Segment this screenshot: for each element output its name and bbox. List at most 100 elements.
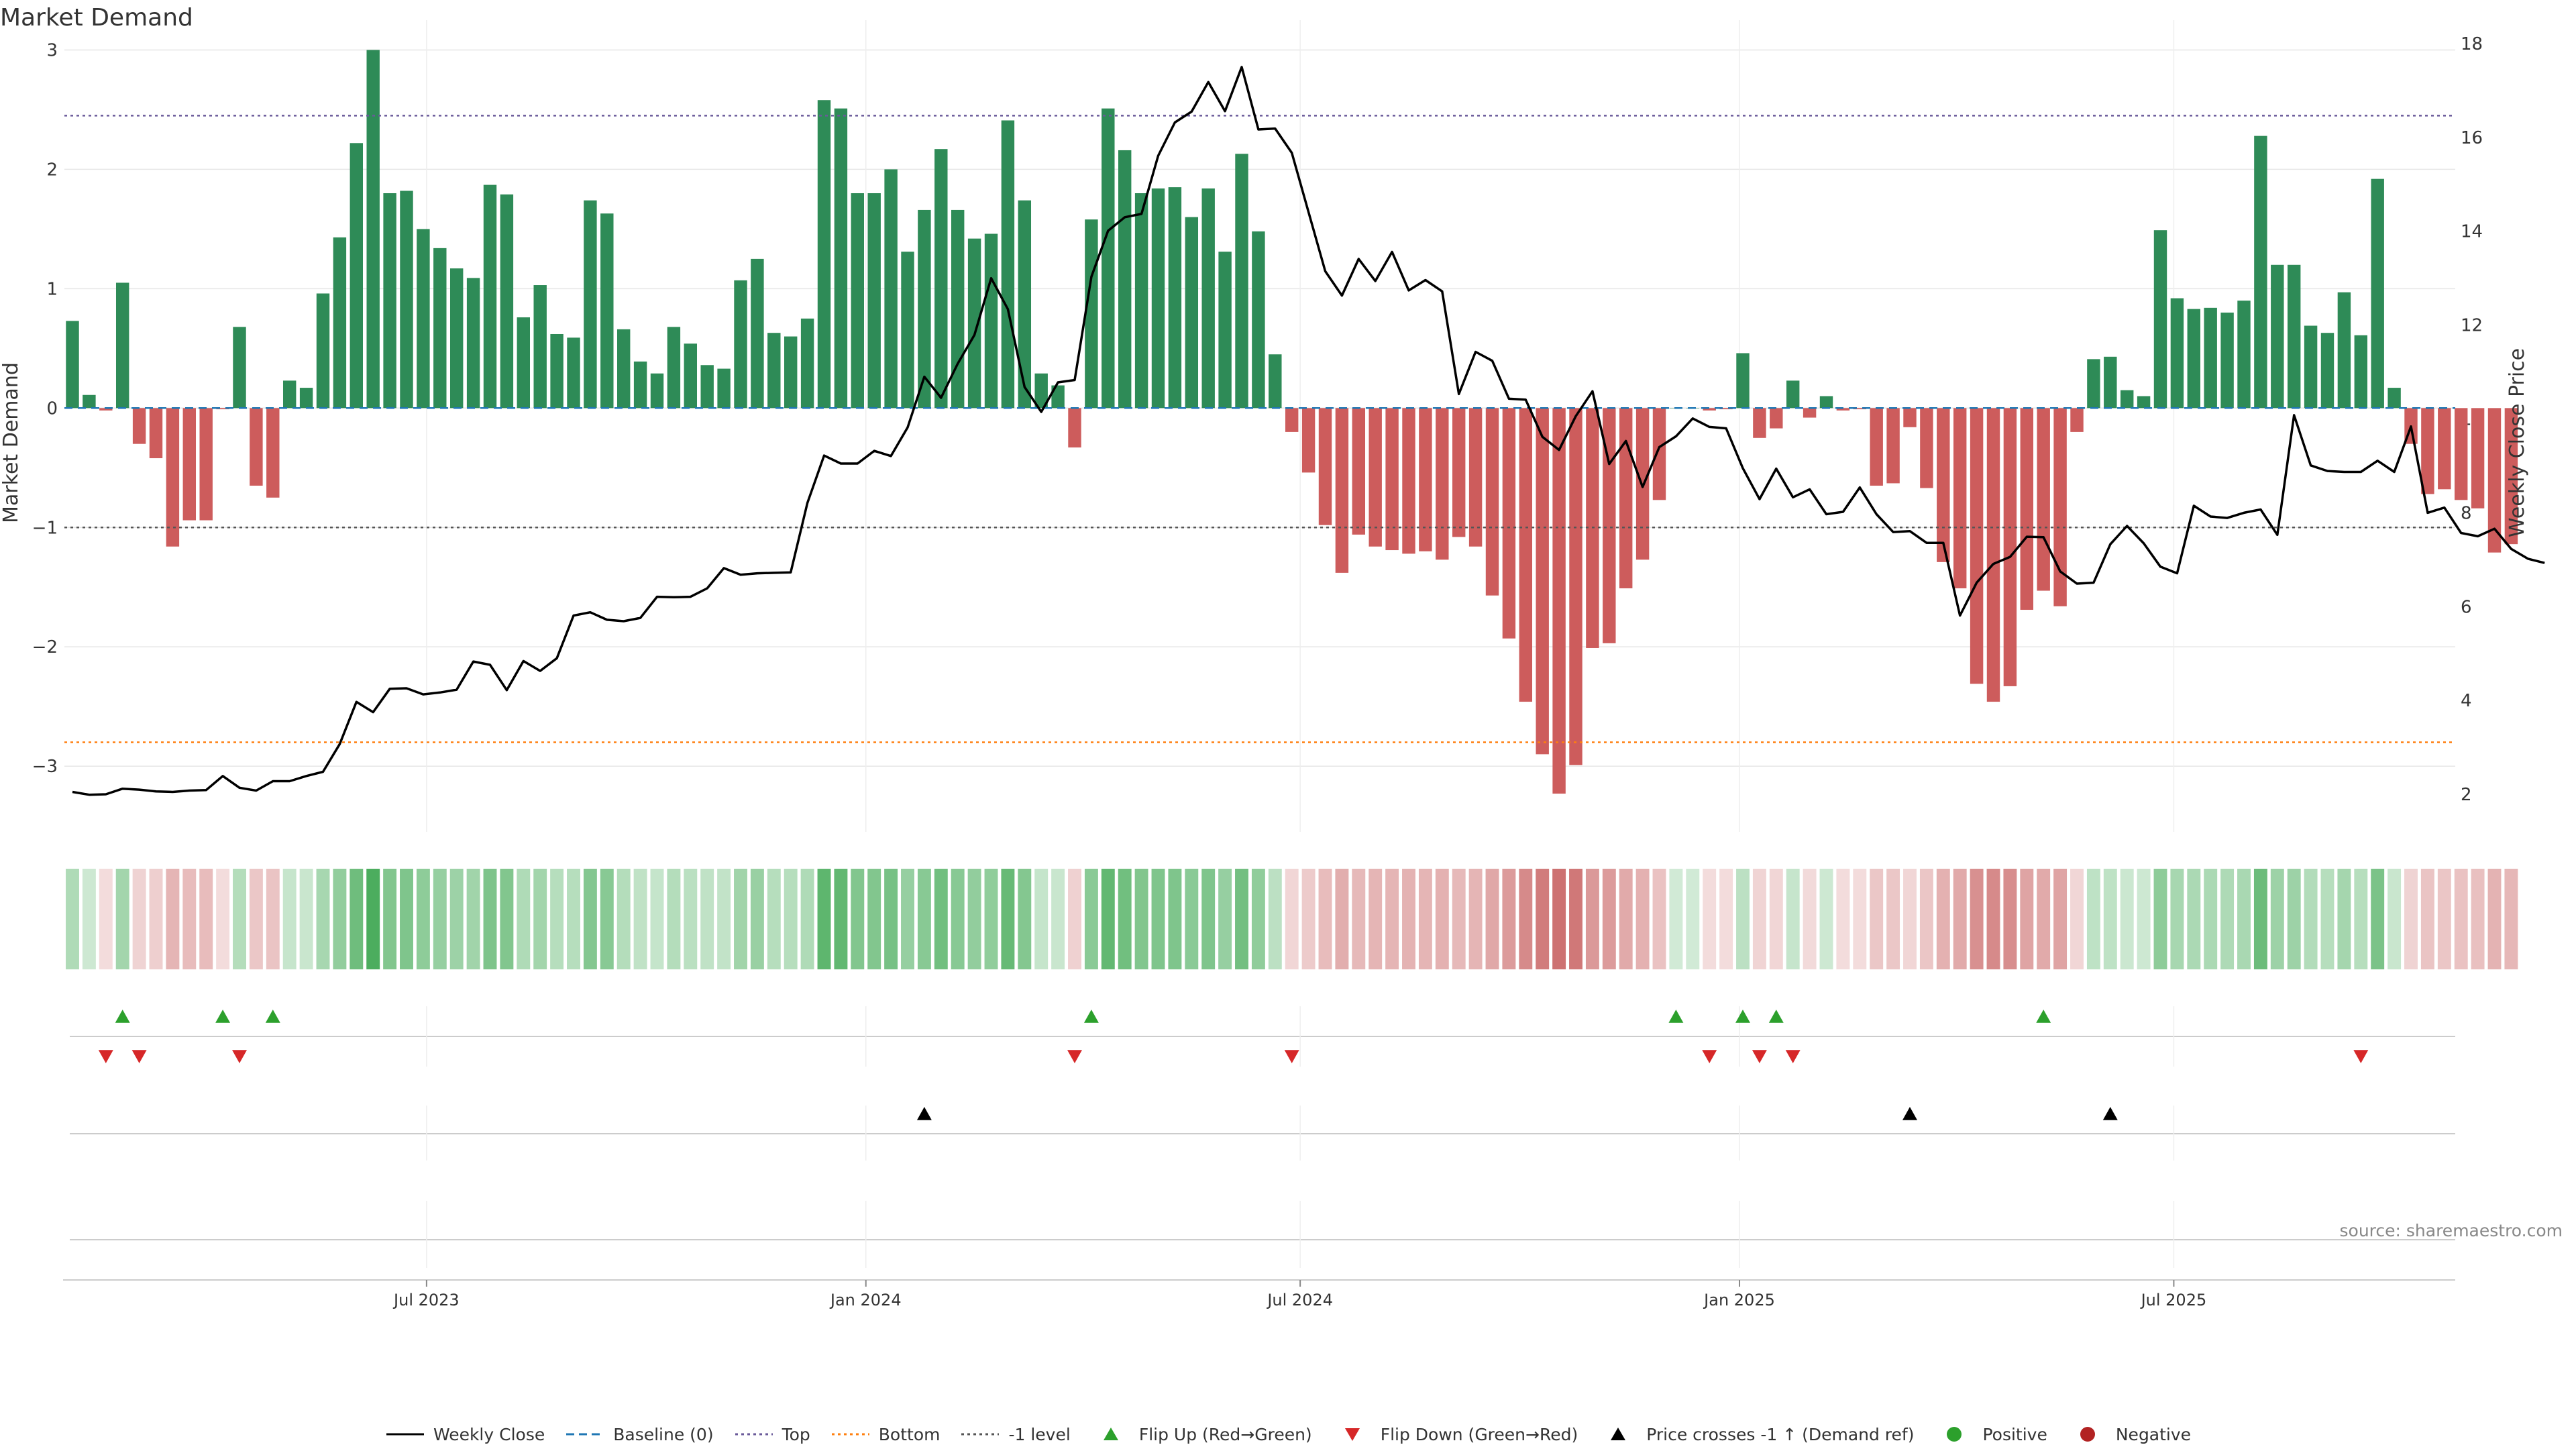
y2-tick-label: 8 [2461, 503, 2472, 523]
demand-bar [1285, 408, 1299, 432]
heat-cell [383, 869, 397, 969]
heat-cell [616, 869, 631, 969]
heat-cell [2387, 869, 2402, 969]
heat-cell [1819, 869, 1833, 969]
legend-item: -1 level [960, 1424, 1071, 1444]
demand-bar [2320, 333, 2334, 409]
heat-cell [2120, 869, 2134, 969]
demand-bar [316, 293, 330, 409]
price-series [72, 66, 2545, 796]
heat-cell [1919, 869, 1933, 969]
demand-bar [1903, 408, 1917, 427]
y-tick-label: −2 [32, 637, 58, 657]
heat-cell [2253, 869, 2267, 969]
y2-tick-label: 12 [2461, 316, 2483, 336]
demand-bar [1619, 408, 1633, 588]
heat-cell [684, 869, 698, 969]
heat-cell [2170, 869, 2184, 969]
heat-cell [1051, 869, 1065, 969]
heat-cell [2220, 869, 2235, 969]
heat-cell [2237, 869, 2251, 969]
heat-cell [2454, 869, 2468, 969]
y-tick-label: 0 [46, 398, 58, 419]
demand-bar [1118, 150, 1132, 409]
demand-bar [633, 361, 647, 409]
demand-bar [1452, 408, 1466, 537]
demand-bar [2153, 230, 2167, 409]
demand-bar [650, 373, 664, 409]
demand-bar [2287, 264, 2301, 409]
heat-cell [1452, 869, 1466, 969]
demand-bar [1218, 252, 1232, 409]
demand-bar [383, 193, 396, 409]
heat-cell [2304, 869, 2318, 969]
heat-cell [99, 869, 113, 969]
heat-cell [1736, 869, 1750, 969]
demand-bar [2087, 359, 2100, 409]
heat-cell [1502, 869, 1516, 969]
demand-bar [2304, 325, 2318, 409]
demand-bar [901, 252, 914, 409]
demand-bar [851, 193, 865, 409]
legend-label: Negative [2115, 1424, 2192, 1444]
legend-label: Baseline (0) [613, 1424, 714, 1444]
legend-item: Top [734, 1424, 810, 1444]
legend-symbol [386, 1433, 424, 1436]
heat-cell [1836, 869, 1850, 969]
heat-cell [416, 869, 430, 969]
demand-bar [1436, 408, 1449, 560]
heat-cell [1352, 869, 1366, 969]
demand-bar [1886, 408, 1900, 484]
y2-axis-label: Weekly Close Price [2506, 348, 2529, 537]
flip-up-marker [265, 1010, 280, 1023]
demand-bar [449, 268, 464, 409]
heat-cell [1185, 869, 1199, 969]
heat-cell [2003, 869, 2017, 969]
heat-cell [350, 869, 364, 969]
heat-cell [1970, 869, 1984, 969]
heat-cell [500, 869, 514, 969]
heat-cell [550, 869, 564, 969]
heat-cell [2137, 869, 2151, 969]
heat-cell [517, 869, 531, 969]
demand-heat-strip [66, 869, 2518, 969]
demand-bar [1068, 408, 1081, 448]
demand-bar [1185, 217, 1199, 409]
demand-bar [600, 213, 614, 409]
heat-cell [483, 869, 497, 969]
x-tick-label: Jul 2024 [1266, 1291, 1333, 1309]
demand-bar [1352, 408, 1366, 535]
flip-down-marker [131, 1050, 147, 1063]
heat-cell [533, 869, 547, 969]
heat-cell [1368, 869, 1383, 969]
legend-symbol [831, 1433, 869, 1436]
y-tick-label: 2 [46, 160, 58, 180]
demand-bar [1719, 408, 1733, 410]
demand-bar [2003, 408, 2017, 686]
demand-bar [2337, 292, 2351, 409]
demand-bar [984, 233, 998, 409]
heat-cell [233, 869, 246, 969]
demand-bar [233, 327, 246, 409]
heat-cell [182, 869, 197, 969]
demand-bar [684, 343, 698, 409]
demand-bar [1269, 354, 1282, 409]
heat-cell [951, 869, 965, 969]
heat-cell [2053, 869, 2068, 969]
heat-cell [1201, 869, 1216, 969]
legend-label: -1 level [1008, 1424, 1071, 1444]
heat-cell [249, 869, 263, 969]
demand-bar [216, 408, 229, 410]
heat-cell [1986, 869, 2000, 969]
heat-cell [700, 869, 714, 969]
demand-bar [400, 191, 413, 409]
demand-bar [433, 248, 447, 409]
legend-symbol [566, 1433, 604, 1436]
heat-cell [834, 869, 848, 969]
demand-bar [734, 280, 747, 409]
legend-item: Flip Down (Green→Red) [1332, 1424, 1578, 1444]
heat-cell [1769, 869, 1783, 969]
heat-cell [1752, 869, 1766, 969]
flip-down-marker [2353, 1050, 2369, 1063]
